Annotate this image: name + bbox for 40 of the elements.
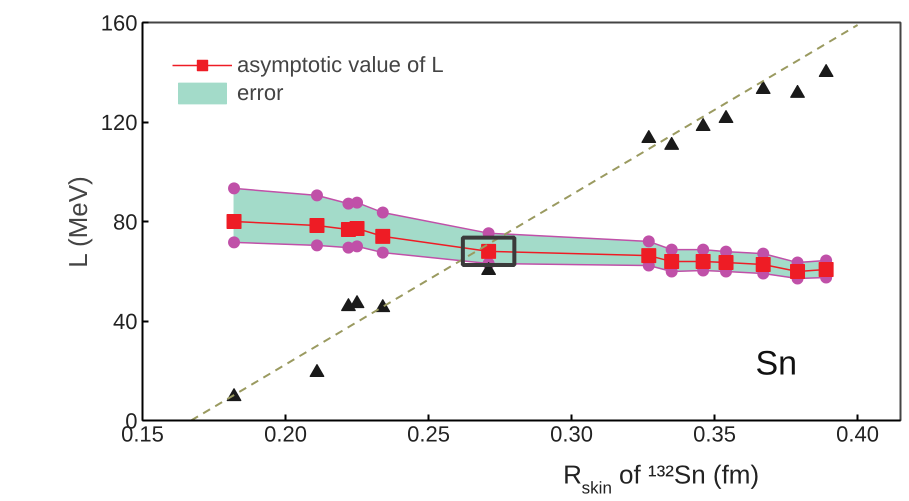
- point: [351, 240, 364, 252]
- x-tick-label: 0.30: [550, 422, 593, 446]
- point: [376, 246, 389, 259]
- point: [664, 254, 680, 270]
- legend-label: error: [237, 80, 284, 106]
- point: [696, 118, 711, 132]
- x-tick-label: 0.25: [407, 422, 450, 446]
- x-tick-label: 0.35: [693, 422, 736, 446]
- point: [228, 236, 240, 248]
- point: [310, 189, 323, 202]
- point: [756, 80, 771, 94]
- point: [790, 84, 806, 98]
- point: [228, 182, 240, 194]
- y-tick-label: 120: [100, 110, 138, 135]
- point: [664, 136, 680, 150]
- x-tick-label: 0.40: [836, 422, 880, 446]
- legend-label: asymptotic value of L: [237, 52, 444, 78]
- point: [641, 248, 656, 264]
- point: [718, 255, 734, 270]
- point: [226, 214, 242, 229]
- y-axis-title: L (MeV): [62, 176, 93, 268]
- point: [696, 254, 711, 270]
- annotation: Sn: [756, 344, 798, 382]
- point: [350, 220, 365, 236]
- point: [818, 262, 834, 278]
- point: [641, 130, 656, 143]
- point: [375, 228, 390, 244]
- point: [818, 64, 834, 78]
- point: [351, 196, 364, 209]
- point: [790, 264, 806, 279]
- point: [309, 218, 324, 233]
- y-tick-label: 80: [113, 210, 138, 234]
- point: [642, 235, 655, 248]
- point: [756, 257, 771, 272]
- y-tick-label: 160: [100, 10, 138, 36]
- point: [376, 206, 389, 219]
- point: [718, 110, 734, 124]
- x-tick-label: 0.20: [264, 422, 307, 446]
- y-tick-label: 40: [113, 309, 138, 334]
- point: [310, 239, 323, 252]
